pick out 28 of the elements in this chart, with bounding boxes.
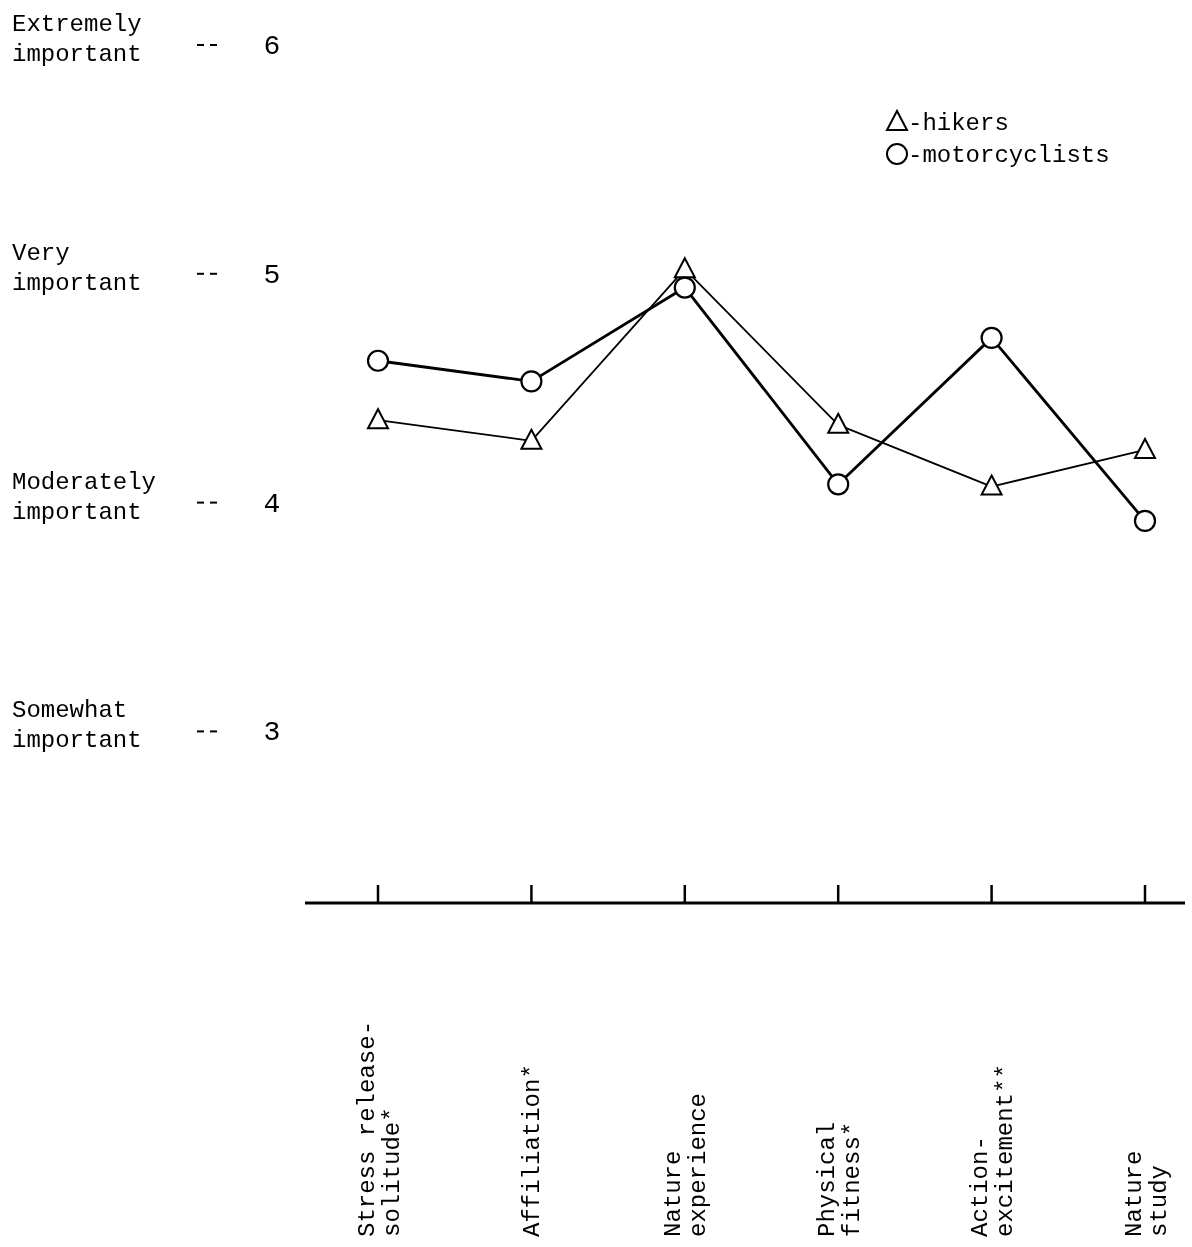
x-tick-label: Stress release- solitude* bbox=[353, 1020, 406, 1237]
point bbox=[980, 326, 1003, 349]
point bbox=[673, 276, 696, 299]
y-tick-label: 3 bbox=[263, 717, 281, 749]
text: Moderately important bbox=[12, 468, 157, 526]
legend-label: -hikers bbox=[908, 110, 1009, 137]
point bbox=[520, 428, 543, 450]
x-tick-label: Physical fitness* bbox=[813, 1121, 866, 1237]
point bbox=[827, 473, 850, 496]
point bbox=[520, 370, 543, 393]
y-tick-label: 5 bbox=[263, 259, 281, 291]
x-tick-label: Affiliation* bbox=[519, 1064, 547, 1237]
point bbox=[827, 412, 850, 434]
point bbox=[673, 257, 696, 279]
x-tick-label: Nature experience bbox=[660, 1092, 713, 1237]
x-tick-label: Nature study bbox=[1120, 1150, 1173, 1237]
point bbox=[980, 474, 1003, 496]
text: Very important bbox=[12, 239, 142, 297]
text: Extremely important bbox=[12, 11, 142, 68]
legend-label: -motorcyclists bbox=[908, 142, 1110, 169]
point bbox=[1133, 509, 1157, 532]
point bbox=[367, 408, 389, 430]
y-tick-label: 6 bbox=[263, 31, 281, 62]
x-tick-label: Action- excitement** bbox=[967, 1064, 1020, 1237]
point bbox=[366, 349, 390, 372]
text: Somewhat important bbox=[12, 697, 142, 755]
point bbox=[1134, 437, 1156, 459]
y-tick-label: 4 bbox=[263, 488, 281, 520]
